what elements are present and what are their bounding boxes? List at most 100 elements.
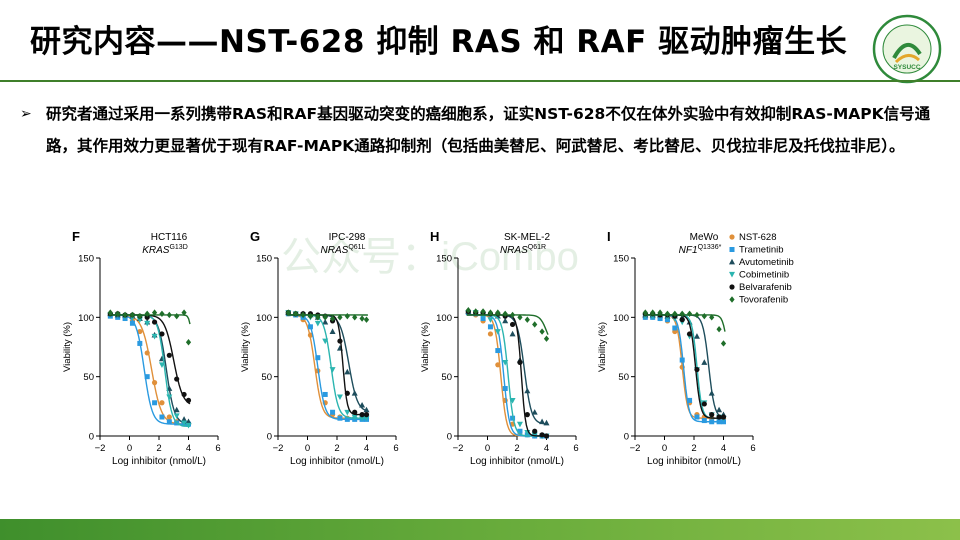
panel-mutation-sup: Q61L	[348, 244, 365, 251]
data-point	[686, 310, 693, 317]
data-point	[359, 412, 365, 418]
data-point	[517, 359, 523, 366]
data-point	[720, 340, 727, 347]
data-point	[344, 409, 351, 416]
x-tick-label: 0	[485, 443, 490, 454]
panel-cell-line: HCT116	[151, 232, 188, 243]
footer-bar	[0, 519, 960, 540]
y-axis-label: Viability (%)	[420, 322, 431, 372]
panel-label: F	[72, 229, 80, 244]
data-point	[694, 366, 700, 373]
y-tick-label: 150	[78, 254, 94, 265]
data-point	[137, 328, 143, 335]
data-point	[694, 311, 700, 319]
data-point	[480, 316, 486, 322]
legend-label: Trametinib	[739, 245, 784, 256]
data-point	[115, 310, 121, 317]
data-point	[701, 418, 707, 424]
data-point	[181, 391, 187, 398]
data-point	[129, 311, 136, 319]
data-point	[509, 321, 516, 328]
x-tick-label: 0	[662, 443, 667, 454]
data-point	[151, 380, 158, 386]
data-point	[495, 309, 501, 316]
x-tick-label: 6	[573, 443, 578, 454]
y-tick-label: 0	[447, 432, 452, 443]
data-point	[716, 326, 722, 333]
data-point	[679, 310, 685, 317]
data-point	[314, 320, 321, 327]
data-point	[329, 328, 336, 334]
y-tick-label: 100	[78, 313, 94, 324]
data-point	[672, 325, 678, 331]
data-point	[151, 319, 158, 325]
data-point	[174, 376, 180, 382]
data-point	[531, 409, 538, 415]
data-point	[487, 331, 494, 337]
series-curve	[466, 314, 548, 437]
data-point	[539, 328, 545, 335]
data-point	[480, 308, 486, 315]
panel-mutation: KRASG13D	[142, 244, 188, 256]
data-point	[709, 314, 715, 321]
data-point	[709, 419, 715, 425]
y-tick-label: 150	[436, 254, 452, 265]
y-tick-label: 50	[261, 372, 272, 383]
x-tick-label: 6	[393, 443, 398, 454]
y-tick-label: 0	[267, 432, 272, 443]
data-point	[539, 418, 546, 425]
y-axis-label: Viability (%)	[240, 322, 251, 372]
data-point	[159, 400, 165, 406]
data-point	[359, 401, 366, 408]
data-point	[502, 386, 508, 392]
y-tick-label: 100	[436, 313, 452, 324]
data-point	[664, 310, 671, 317]
data-point	[494, 329, 501, 335]
series-curve	[466, 314, 548, 437]
data-point	[679, 357, 685, 363]
panel-cell-line: IPC-298	[329, 232, 366, 243]
series-curve	[108, 314, 190, 425]
data-point	[509, 398, 516, 404]
data-point	[185, 418, 192, 425]
legend-marker	[729, 296, 735, 303]
x-tick-label: 2	[156, 443, 161, 454]
data-point	[174, 312, 180, 320]
data-point	[344, 390, 350, 396]
legend-label: Tovorafenib	[739, 295, 788, 306]
panel-label: I	[607, 229, 611, 244]
data-point	[708, 390, 715, 396]
series-curve	[286, 314, 368, 416]
data-point	[336, 394, 343, 401]
data-point	[144, 350, 150, 356]
data-point	[650, 309, 656, 316]
x-tick-label: −2	[630, 443, 641, 454]
data-point	[181, 309, 187, 316]
bullet-text: 研究者通过采用一系列携带RAS和RAF基因驱动突变的癌细胞系，证实NST-628…	[46, 105, 931, 155]
data-point	[524, 412, 530, 418]
data-point	[329, 315, 336, 322]
y-tick-label: 150	[613, 254, 629, 265]
data-point	[300, 311, 306, 319]
legend-label: Belvarafenib	[739, 282, 792, 293]
data-point	[322, 391, 328, 397]
x-axis-label: Log inhibitor (nmol/L)	[112, 456, 206, 467]
data-point	[539, 432, 545, 438]
series-curve	[466, 314, 548, 437]
data-point	[516, 421, 523, 428]
data-point	[344, 416, 350, 422]
panel-cell-line: SK-MEL-2	[504, 232, 551, 243]
data-point	[716, 406, 723, 413]
data-point	[701, 359, 708, 365]
data-point	[181, 416, 188, 422]
data-point	[532, 321, 538, 328]
data-point	[351, 414, 358, 421]
data-point	[487, 309, 494, 316]
series-curve	[108, 314, 191, 425]
data-point	[510, 415, 516, 421]
data-point	[352, 409, 358, 415]
data-point	[166, 352, 172, 358]
series-curve	[466, 314, 549, 335]
